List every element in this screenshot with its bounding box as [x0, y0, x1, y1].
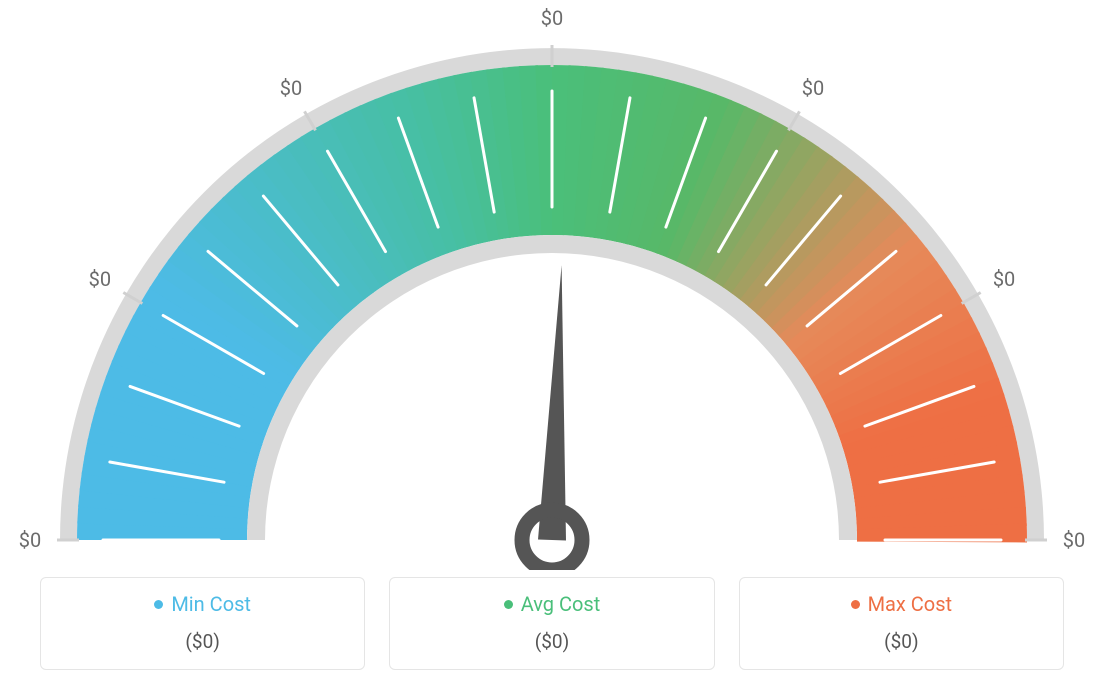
legend-value-min: ($0)	[51, 630, 354, 653]
legend-value-max: ($0)	[750, 630, 1053, 653]
legend-card-avg: Avg Cost ($0)	[389, 577, 714, 670]
gauge-tick-label: $0	[1063, 528, 1085, 552]
gauge-svg	[22, 10, 1082, 570]
gauge-tick-label: $0	[19, 528, 41, 552]
legend-label-max: Max Cost	[868, 592, 953, 616]
legend-label-min: Min Cost	[171, 592, 251, 616]
legend-title-avg: Avg Cost	[504, 592, 601, 616]
legend-row: Min Cost ($0) Avg Cost ($0) Max Cost ($0…	[40, 577, 1064, 670]
legend-value-avg: ($0)	[400, 630, 703, 653]
gauge-tick-label: $0	[993, 267, 1015, 291]
legend-dot-min	[154, 600, 163, 609]
gauge-tick-label: $0	[802, 76, 824, 100]
legend-label-avg: Avg Cost	[521, 592, 601, 616]
legend-card-min: Min Cost ($0)	[40, 577, 365, 670]
legend-dot-max	[851, 600, 860, 609]
gauge-tick-label: $0	[541, 6, 563, 30]
legend-dot-avg	[504, 600, 513, 609]
legend-title-max: Max Cost	[851, 592, 953, 616]
gauge-chart: $0 $0 $0 $0 $0 $0 $0	[0, 0, 1104, 560]
gauge-tick-label: $0	[89, 267, 111, 291]
legend-card-max: Max Cost ($0)	[739, 577, 1064, 670]
legend-title-min: Min Cost	[154, 592, 251, 616]
gauge-tick-label: $0	[280, 76, 302, 100]
